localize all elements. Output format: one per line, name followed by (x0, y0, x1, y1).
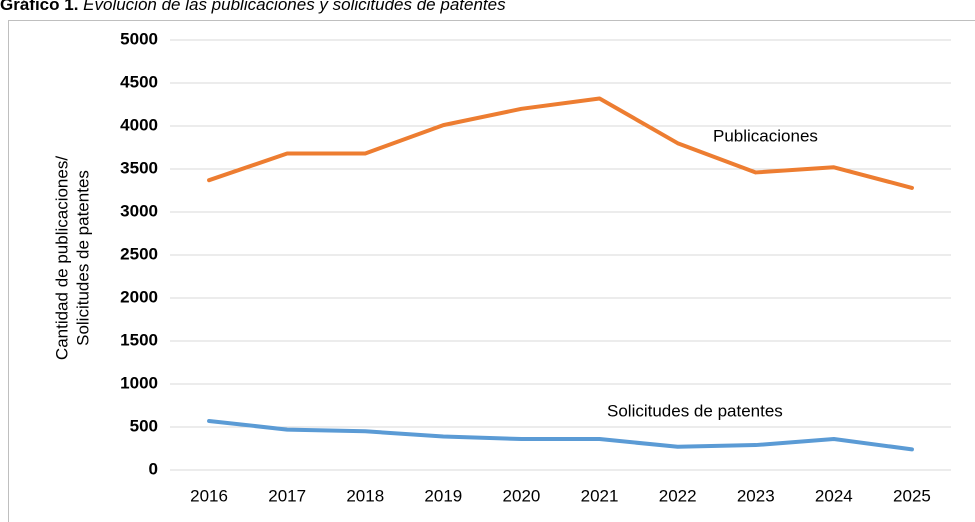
series-label: Publicaciones (713, 126, 818, 145)
series-line (207, 418, 914, 452)
y-tick-label: 0 (149, 459, 158, 478)
x-tick-label: 2022 (659, 486, 697, 505)
x-tick-label: 2018 (346, 486, 384, 505)
chart-title: Gráfico 1. Evolución de las publicacione… (0, 0, 506, 14)
y-tick-label: 5000 (120, 29, 158, 48)
y-tick-label: 1000 (120, 373, 158, 392)
y-tick-label: 1500 (120, 330, 158, 349)
y-tick-label: 2000 (120, 287, 158, 306)
series-line (207, 96, 914, 190)
x-tick-label: 2020 (503, 486, 541, 505)
chart-frame (8, 20, 975, 522)
x-tick-label: 2016 (190, 486, 228, 505)
y-tick-label: 3500 (120, 158, 158, 177)
x-tick-label: 2023 (737, 486, 775, 505)
y-axis-label: Cantidad de publicaciones/ (52, 156, 71, 360)
y-tick-label: 2500 (120, 244, 158, 263)
title-label: Gráfico 1. (0, 0, 78, 14)
y-tick-label: 4000 (120, 115, 158, 134)
x-tick-label: 2019 (424, 486, 462, 505)
x-tick-label: 2021 (581, 486, 619, 505)
x-tick-label: 2024 (815, 486, 853, 505)
series-label: Solicitudes de patentes (607, 401, 783, 420)
y-tick-label: 3000 (120, 201, 158, 220)
title-text: Evolución de las publicaciones y solicit… (83, 0, 506, 14)
y-tick-label: 4500 (120, 72, 158, 91)
y-tick-label: 500 (130, 416, 158, 435)
y-axis-label: Solicitudes de patentes (73, 170, 92, 346)
x-tick-label: 2025 (893, 486, 931, 505)
x-tick-label: 2017 (268, 486, 306, 505)
